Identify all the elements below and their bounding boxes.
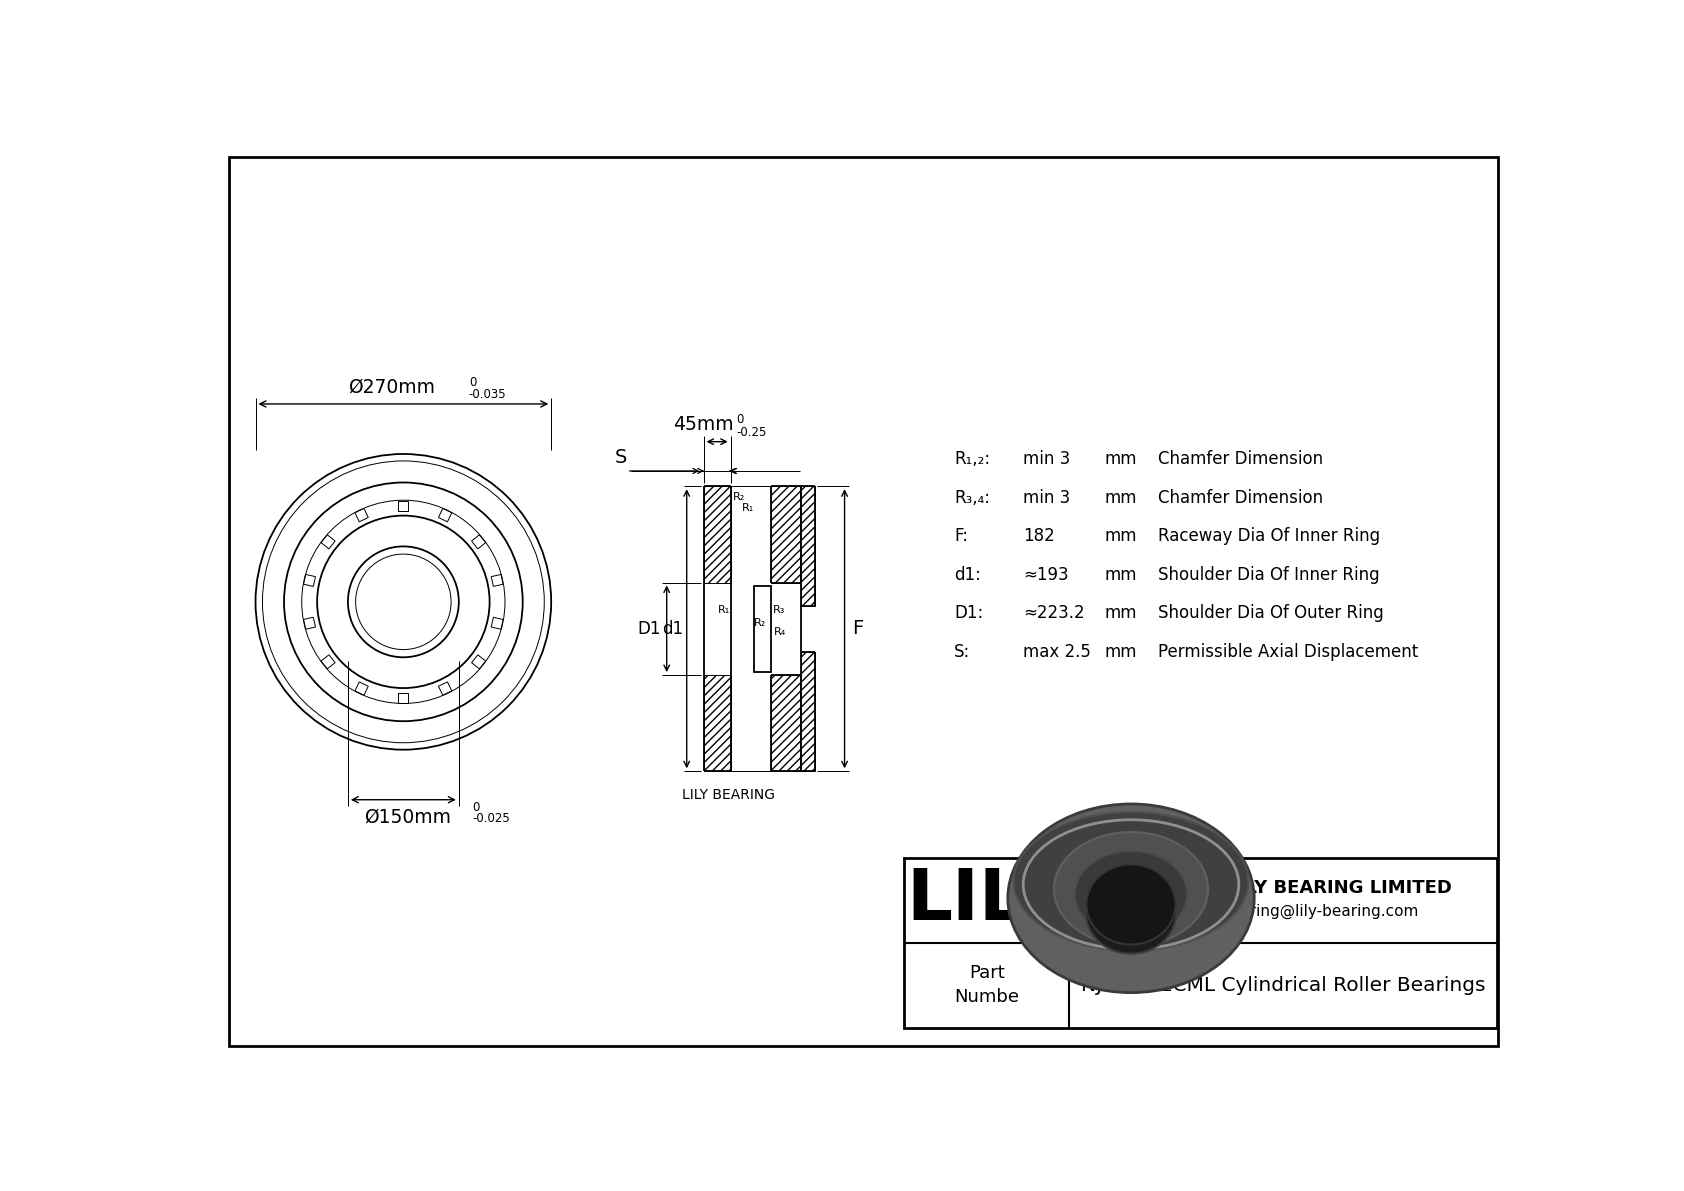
Text: R₁: R₁ — [719, 605, 731, 616]
Bar — [303, 617, 315, 629]
Text: SHANGHAI LILY BEARING LIMITED: SHANGHAI LILY BEARING LIMITED — [1115, 879, 1452, 897]
Bar — [802, 486, 815, 606]
Ellipse shape — [1007, 804, 1255, 992]
Bar — [904, 859, 1497, 1028]
Text: ®: ® — [1047, 861, 1064, 879]
Bar — [754, 586, 771, 672]
Text: R₁: R₁ — [741, 503, 754, 513]
Text: F: F — [852, 619, 864, 638]
Text: 0: 0 — [468, 375, 477, 388]
Text: mm: mm — [1105, 488, 1137, 507]
Bar — [322, 535, 335, 549]
Text: mm: mm — [1105, 450, 1137, 468]
Text: d1:: d1: — [953, 566, 980, 584]
Text: R₂: R₂ — [754, 618, 766, 629]
Text: D1: D1 — [637, 619, 660, 638]
Text: mm: mm — [1105, 604, 1137, 623]
Text: min 3: min 3 — [1024, 450, 1071, 468]
Text: d1: d1 — [662, 619, 684, 638]
Text: Chamfer Dimension: Chamfer Dimension — [1159, 450, 1324, 468]
Text: ≈223.2: ≈223.2 — [1024, 604, 1084, 623]
Ellipse shape — [1074, 852, 1187, 937]
Bar — [399, 693, 408, 703]
Bar — [802, 651, 815, 772]
Text: R₂: R₂ — [733, 492, 744, 503]
Bar — [322, 655, 335, 669]
Text: 182: 182 — [1024, 528, 1054, 545]
Bar — [771, 675, 802, 772]
Ellipse shape — [1054, 833, 1207, 946]
Text: R₄: R₄ — [773, 626, 786, 637]
Ellipse shape — [1086, 871, 1177, 954]
Bar — [472, 535, 485, 549]
Text: Raceway Dia Of Inner Ring: Raceway Dia Of Inner Ring — [1159, 528, 1381, 545]
Text: Ø150mm: Ø150mm — [364, 807, 451, 827]
Bar — [472, 655, 485, 669]
Text: R₃: R₃ — [773, 605, 785, 616]
Text: S: S — [615, 448, 626, 467]
Bar — [438, 509, 451, 522]
Bar — [438, 682, 451, 696]
Text: LILY: LILY — [906, 866, 1066, 935]
Text: mm: mm — [1105, 643, 1137, 661]
Text: Ø270mm: Ø270mm — [349, 378, 434, 397]
Text: 0: 0 — [736, 413, 744, 426]
Text: D1:: D1: — [953, 604, 983, 623]
Text: Chamfer Dimension: Chamfer Dimension — [1159, 488, 1324, 507]
Text: F:: F: — [953, 528, 968, 545]
Text: NJ 230  ECML Cylindrical Roller Bearings: NJ 230 ECML Cylindrical Roller Bearings — [1081, 975, 1485, 994]
Bar — [704, 675, 731, 772]
Ellipse shape — [1014, 812, 1248, 950]
Text: -0.035: -0.035 — [468, 388, 507, 401]
Text: Shoulder Dia Of Inner Ring: Shoulder Dia Of Inner Ring — [1159, 566, 1379, 584]
Text: 45mm: 45mm — [674, 414, 734, 434]
Text: R₃,₄:: R₃,₄: — [953, 488, 990, 507]
Text: Part
Numbe: Part Numbe — [955, 965, 1019, 1006]
Text: Permissible Axial Displacement: Permissible Axial Displacement — [1159, 643, 1418, 661]
Text: Shoulder Dia Of Outer Ring: Shoulder Dia Of Outer Ring — [1159, 604, 1384, 623]
Bar — [704, 486, 731, 582]
Text: -0.25: -0.25 — [736, 425, 766, 438]
Bar — [355, 682, 369, 696]
Bar — [492, 617, 504, 629]
Text: ≈193: ≈193 — [1024, 566, 1069, 584]
Text: min 3: min 3 — [1024, 488, 1071, 507]
Text: 0: 0 — [473, 802, 480, 815]
Bar — [492, 574, 504, 586]
Bar — [303, 574, 315, 586]
Ellipse shape — [1086, 865, 1175, 944]
Text: LILY BEARING: LILY BEARING — [682, 788, 775, 803]
Bar — [771, 486, 802, 582]
Text: -0.025: -0.025 — [473, 812, 510, 825]
Bar — [355, 509, 369, 522]
Text: max 2.5: max 2.5 — [1024, 643, 1091, 661]
Text: mm: mm — [1105, 528, 1137, 545]
Text: R₁,₂:: R₁,₂: — [953, 450, 990, 468]
Bar — [399, 500, 408, 511]
Text: mm: mm — [1105, 566, 1137, 584]
Text: S:: S: — [953, 643, 970, 661]
Text: Email: lilybearing@lily-bearing.com: Email: lilybearing@lily-bearing.com — [1147, 904, 1420, 919]
